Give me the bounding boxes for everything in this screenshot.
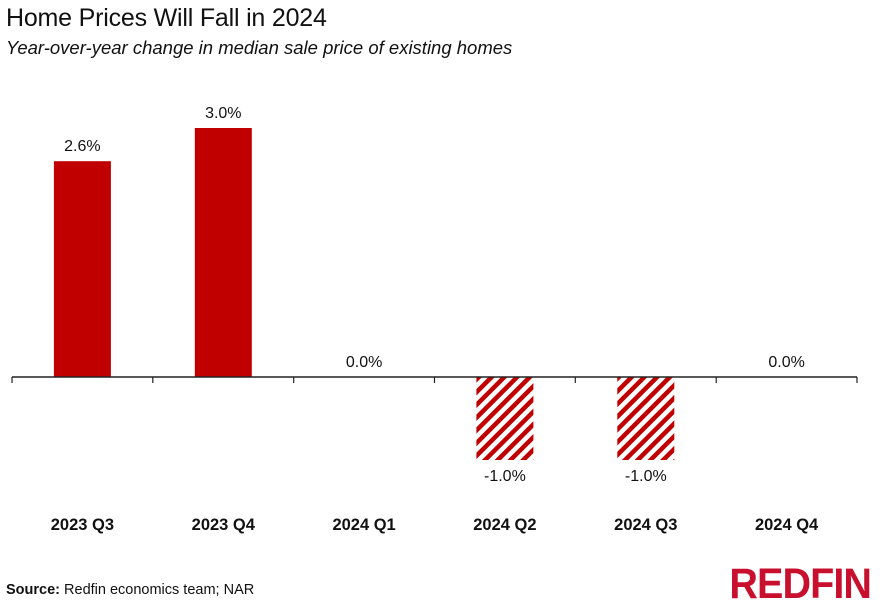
redfin-logo: REDFIN xyxy=(729,560,872,608)
bar-2023-q4 xyxy=(194,128,252,377)
bar-2024-q3 xyxy=(617,377,675,460)
data-label: 2.6% xyxy=(64,138,100,155)
source-text: Redfin economics team; NAR xyxy=(60,582,255,598)
data-label: 0.0% xyxy=(768,354,804,371)
chart-subtitle: Year-over-year change in median sale pri… xyxy=(6,37,513,58)
x-tick-label: 2024 Q4 xyxy=(755,516,819,534)
x-tick-label: 2024 Q3 xyxy=(614,516,677,534)
data-label: 3.0% xyxy=(205,105,241,122)
data-label: 0.0% xyxy=(346,354,382,371)
bar-2023-q3 xyxy=(53,161,111,377)
data-label: -1.0% xyxy=(625,468,667,485)
chart-title: Home Prices Will Fall in 2024 xyxy=(6,4,327,32)
data-label: -1.0% xyxy=(484,468,526,485)
x-tick-label: 2023 Q4 xyxy=(192,516,256,534)
x-tick-label: 2023 Q3 xyxy=(51,516,114,534)
source-note: Source: Redfin economics team; NAR xyxy=(6,582,254,598)
x-tick-label: 2024 Q2 xyxy=(473,516,536,534)
source-label: Source: xyxy=(6,582,60,598)
bar-chart: 2.6% 2023 Q3 3.0% 2023 Q4 0.0% 2024 Q1 -1.0% 20… xyxy=(11,105,858,534)
x-tick-label: 2024 Q1 xyxy=(332,516,395,534)
bar-2024-q2 xyxy=(476,377,534,460)
